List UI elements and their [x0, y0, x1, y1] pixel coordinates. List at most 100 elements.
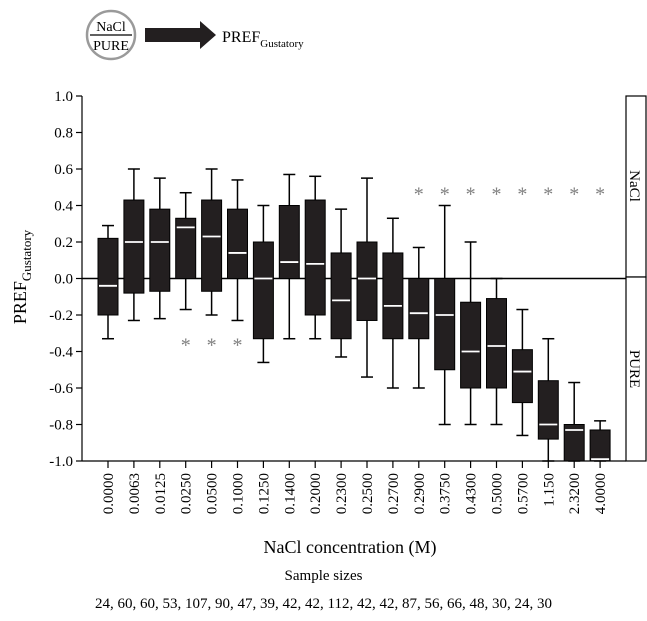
box-body	[511, 349, 533, 404]
x-tick-label: 0.0125	[153, 473, 169, 514]
x-tick-label: 4.0000	[593, 473, 609, 514]
box-15	[486, 277, 507, 426]
box-14	[460, 241, 482, 426]
significance-star: *	[466, 183, 476, 205]
x-axis-label: NaCl concentration (M)	[264, 537, 437, 558]
box-7	[278, 173, 300, 340]
x-tick-label: 0.2700	[386, 473, 402, 514]
sample-sizes-values: 24, 60, 60, 53, 107, 90, 47, 39, 42, 42,…	[95, 596, 552, 612]
significance-star: *	[517, 183, 527, 205]
box-body	[408, 278, 430, 340]
y-tick-label: 0.8	[54, 126, 73, 142]
y-axis-label-sub: Gustatory	[19, 229, 34, 281]
significance-star: *	[543, 183, 553, 205]
x-tick-label: 0.5000	[490, 473, 506, 514]
x-tick-label: 0.0000	[101, 473, 117, 514]
x-tick-label: 0.2000	[308, 473, 324, 514]
box-6	[252, 204, 274, 364]
box-1	[123, 168, 145, 322]
y-tick-label: -0.8	[49, 418, 73, 434]
y-axis-label: PREFGustatory	[10, 229, 34, 324]
x-tick-label: 0.1250	[256, 473, 272, 514]
legend-arrow-icon	[145, 21, 216, 49]
x-tick-label: 0.0500	[205, 473, 221, 514]
y-tick-label: -1.0	[49, 454, 73, 470]
x-tick-label: 2.3200	[567, 473, 583, 514]
box-body	[252, 241, 274, 340]
x-tick-label: 0.4300	[464, 473, 480, 514]
box-body	[123, 199, 145, 294]
box-body	[356, 241, 378, 321]
box-5	[227, 179, 248, 322]
significance-star: *	[492, 183, 502, 205]
box-10	[356, 177, 378, 378]
significance-star: *	[414, 183, 424, 205]
significance-star: *	[569, 183, 579, 205]
significance-star: *	[440, 183, 450, 205]
x-tick-label: 0.2900	[412, 473, 428, 514]
significance-star: *	[181, 335, 191, 357]
box-8	[304, 175, 326, 340]
x-tick-label: 0.1000	[231, 473, 247, 514]
legend-circle-top-label: NaCl	[96, 20, 126, 35]
box-0	[97, 224, 119, 340]
significance-star: *	[207, 335, 217, 357]
figure-canvas: NaCl PURE PREFGustatory PREFGustatory 1.…	[10, 9, 647, 558]
box-18	[563, 381, 585, 462]
legend-arrow-label-sub: Gustatory	[260, 38, 304, 50]
y-tick-label: -0.6	[49, 381, 73, 397]
box-11	[382, 217, 404, 389]
plot-area: * * * * * * * * * * *	[82, 168, 626, 462]
significance-star: *	[595, 183, 605, 205]
x-tick-label: 0.2500	[360, 473, 376, 514]
box-body	[175, 217, 197, 279]
sample-sizes-title: Sample sizes	[284, 568, 363, 584]
box-body	[537, 380, 559, 440]
box-19	[589, 420, 611, 462]
box-body	[330, 252, 352, 340]
y-tick-label: 1.0	[54, 89, 73, 105]
y-axis: 1.0 0.8 0.6 0.4 0.2 0.0 -0.2 -0.4 -0.6 -0.8 -1.0	[49, 89, 83, 470]
box-17	[537, 337, 559, 462]
legend-arrow-label-main: PREF	[222, 29, 260, 46]
box-13	[434, 204, 456, 426]
box-16	[511, 308, 533, 437]
side-panel-bottom-box	[625, 276, 647, 462]
y-tick-label: 0.2	[54, 235, 73, 251]
y-tick-label: -0.2	[49, 308, 73, 324]
box-9	[330, 208, 352, 358]
box-body	[278, 205, 300, 279]
box-body	[434, 278, 456, 371]
box-body	[589, 429, 611, 462]
box-body	[227, 208, 248, 279]
x-tick-label: 0.5700	[515, 473, 531, 514]
significance-star: *	[233, 335, 243, 357]
y-tick-label: 0.4	[54, 199, 73, 215]
box-body	[460, 301, 482, 389]
x-tick-label: 0.0063	[127, 473, 143, 514]
box-body	[149, 208, 171, 292]
x-tick-label: 0.0250	[179, 473, 195, 514]
box-2	[149, 177, 171, 320]
x-tick-label: 0.1400	[282, 473, 298, 514]
box-4	[201, 168, 223, 316]
x-tick-label: 0.2300	[334, 473, 350, 514]
x-axis: 0.0000 0.0063 0.0125 0.0250 0.0500 0.1000 0.12…	[82, 460, 626, 514]
x-tick-label: 1.150	[541, 473, 557, 507]
box-body	[201, 199, 223, 292]
box-body	[97, 237, 119, 316]
legend-arrow-label: PREFGustatory	[222, 29, 304, 50]
box-body	[382, 252, 404, 340]
box-body	[486, 298, 507, 389]
box-12	[408, 246, 430, 389]
y-axis-label-main: PREF	[10, 281, 30, 324]
box-3	[175, 191, 197, 311]
side-label-pure: PURE	[626, 350, 642, 388]
side-label-nacl: NaCl	[626, 170, 642, 202]
box-body	[304, 199, 326, 316]
y-tick-label: -0.4	[49, 345, 73, 361]
y-tick-label: 0.6	[54, 162, 73, 178]
y-tick-label: 0.0	[54, 272, 73, 288]
x-tick-label: 0.3750	[438, 473, 454, 514]
legend-circle-bottom-label: PURE	[93, 39, 129, 54]
